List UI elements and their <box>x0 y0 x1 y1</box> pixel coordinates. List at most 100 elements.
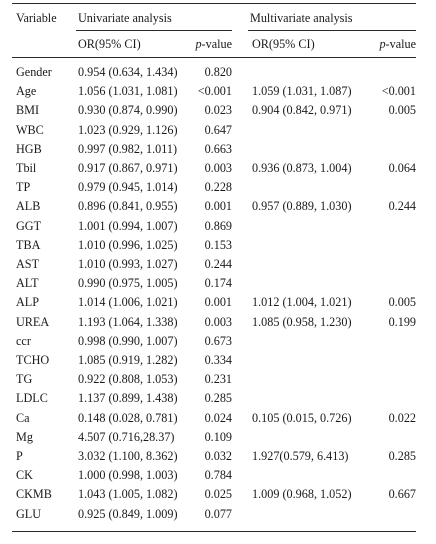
header-uni-or: OR(95% CI) <box>78 37 141 51</box>
cell-uni-p: 0.003 <box>204 314 232 329</box>
cell-uni-or: 0.925 (0.849, 1.009) <box>78 506 178 521</box>
p-italic: p <box>379 37 386 51</box>
cell-uni-p: 0.244 <box>204 257 232 271</box>
cell-variable: GLU <box>16 506 42 521</box>
cell-uni-or: 1.000 (0.998, 1.003) <box>78 468 178 483</box>
cell-uni-p: 0.285 <box>204 391 232 406</box>
cell-uni-or: 0.979 (0.945, 1.014) <box>78 180 178 195</box>
cell-uni-p: 0.024 <box>204 410 232 425</box>
cell-uni-p: 0.025 <box>204 487 232 502</box>
cell-uni-or: 3.032 (1.100, 8.362) <box>78 449 178 463</box>
cell-multi-p: 0.244 <box>388 199 416 214</box>
cell-variable: ALP <box>16 295 40 310</box>
cell-uni-p: 0.109 <box>204 429 232 444</box>
cell-variable: ALT <box>16 276 39 291</box>
cell-uni-p: 0.673 <box>204 333 232 348</box>
cell-uni-or: 1.056 (1.031, 1.081) <box>78 84 178 99</box>
multivariate-subrule <box>248 30 416 31</box>
cell-multi-or: 0.957 (0.889, 1.030) <box>252 199 352 214</box>
cell-uni-p: 0.869 <box>204 218 232 233</box>
cell-multi-p: 0.005 <box>388 295 416 310</box>
cell-uni-or: 1.001 (0.994, 1.007) <box>78 218 178 233</box>
cell-variable: UREA <box>16 314 50 329</box>
cell-uni-p: 0.077 <box>204 506 232 521</box>
cell-uni-p: 0.820 <box>204 65 232 79</box>
cell-multi-p: 0.667 <box>388 487 416 502</box>
cell-variable: ALB <box>16 199 41 214</box>
cell-uni-or: 0.922 (0.808, 1.053) <box>78 372 178 387</box>
cell-variable: Gender <box>16 65 52 79</box>
cell-variable: CKMB <box>16 487 52 502</box>
cell-uni-p: 0.784 <box>204 468 232 483</box>
cell-uni-or: 4.507 (0.716,28.37) <box>78 429 175 444</box>
header-multi-or: OR(95% CI) <box>252 37 315 51</box>
cell-uni-p: 0.228 <box>204 180 232 195</box>
cell-uni-or: 0.896 (0.841, 0.955) <box>78 199 178 214</box>
cell-multi-or: 1.009 (0.968, 1.052) <box>252 487 352 502</box>
cell-variable: Ca <box>16 410 30 425</box>
cell-uni-p: 0.153 <box>204 237 232 252</box>
cell-uni-or: 0.930 (0.874, 0.990) <box>78 103 178 118</box>
cell-multi-or: 1.059 (1.031, 1.087) <box>252 84 352 99</box>
cell-uni-or: 1.010 (0.993, 1.027) <box>78 257 178 271</box>
cell-uni-p: 0.003 <box>204 161 232 175</box>
p-suffix: -value <box>385 37 416 51</box>
cell-variable: AST <box>16 257 40 271</box>
cell-uni-p: <0.001 <box>197 84 232 99</box>
cell-uni-or: 0.990 (0.975, 1.005) <box>78 276 178 291</box>
cell-multi-p: 0.022 <box>388 410 416 425</box>
cell-uni-p: 0.231 <box>204 372 232 387</box>
cell-variable: Mg <box>16 429 33 444</box>
top-rule <box>12 3 416 4</box>
cell-uni-or: 1.023 (0.929, 1.126) <box>78 122 178 137</box>
header-rule <box>12 57 416 58</box>
cell-multi-p: <0.001 <box>381 84 416 99</box>
cell-multi-or: 1.012 (1.004, 1.021) <box>252 295 352 310</box>
cell-variable: Age <box>16 84 37 99</box>
cell-variable: CK <box>16 468 33 483</box>
cell-variable: BMI <box>16 103 40 118</box>
bottom-rule <box>12 531 416 532</box>
cell-multi-p: 0.064 <box>388 161 416 175</box>
cell-variable: WBC <box>16 122 44 137</box>
cell-variable: TCHO <box>16 353 50 367</box>
cell-uni-p: 0.647 <box>204 122 232 137</box>
cell-uni-p: 0.023 <box>204 103 232 118</box>
cell-multi-or: 0.105 (0.015, 0.726) <box>252 410 352 425</box>
cell-uni-p: 0.032 <box>204 449 232 463</box>
cell-variable: Tbil <box>16 161 37 175</box>
cell-uni-or: 0.998 (0.990, 1.007) <box>78 333 178 348</box>
p-suffix: -value <box>201 37 232 51</box>
cell-uni-or: 1.043 (1.005, 1.082) <box>78 487 178 502</box>
univariate-subrule <box>76 30 232 31</box>
cell-uni-p: 0.174 <box>204 276 232 291</box>
cell-uni-or: 0.148 (0.028, 0.781) <box>78 410 178 425</box>
cell-variable: GGT <box>16 218 42 233</box>
cell-variable: ccr <box>16 333 31 348</box>
cell-uni-p: 0.334 <box>204 353 232 367</box>
cell-variable: TP <box>16 180 31 195</box>
cell-uni-or: 0.997 (0.982, 1.011) <box>78 141 178 156</box>
cell-variable: TBA <box>16 237 41 252</box>
cell-multi-or: 1.085 (0.958, 1.230) <box>252 314 352 329</box>
cell-variable: P <box>16 449 23 463</box>
cell-uni-or: 1.085 (0.919, 1.282) <box>78 353 178 367</box>
header-multivariate: Multivariate analysis <box>250 11 353 25</box>
cell-multi-or: 1.927(0.579, 6.413) <box>252 449 349 463</box>
cell-multi-p: 0.285 <box>388 449 416 463</box>
cell-uni-or: 0.917 (0.867, 0.971) <box>78 161 178 175</box>
cell-uni-p: 0.663 <box>204 141 232 156</box>
p-italic: p <box>195 37 202 51</box>
cell-uni-or: 0.954 (0.634, 1.434) <box>78 65 178 79</box>
header-multi-p: p-value <box>342 37 416 51</box>
cell-uni-or: 1.193 (1.064, 1.338) <box>78 314 178 329</box>
cell-variable: LDLC <box>16 391 48 406</box>
header-uni-p: p-value <box>172 37 232 51</box>
cell-variable: TG <box>16 372 33 387</box>
cell-multi-p: 0.005 <box>388 103 416 118</box>
cell-variable: HGB <box>16 141 42 156</box>
cell-multi-or: 0.904 (0.842, 0.971) <box>252 103 352 118</box>
cell-multi-or: 0.936 (0.873, 1.004) <box>252 161 352 175</box>
cell-uni-or: 1.010 (0.996, 1.025) <box>78 237 178 252</box>
cell-uni-p: 0.001 <box>204 295 232 310</box>
